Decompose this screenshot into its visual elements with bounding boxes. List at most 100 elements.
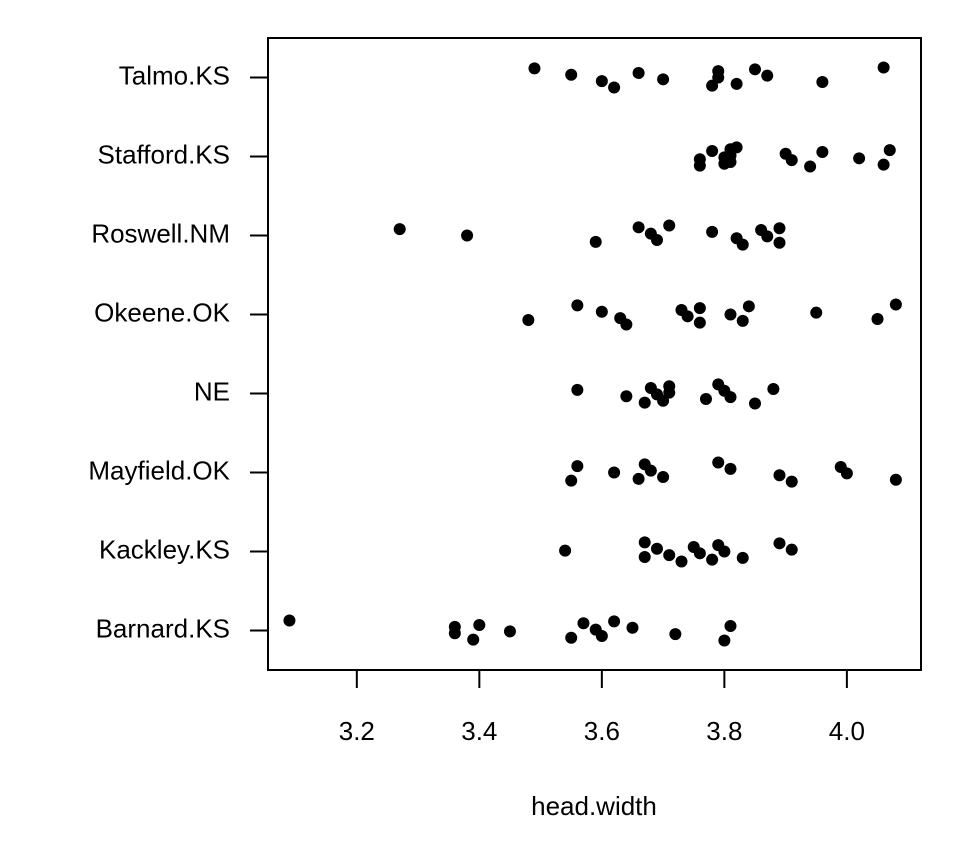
y-tick-label: Stafford.KS	[98, 139, 231, 169]
point	[632, 221, 645, 234]
point	[626, 621, 639, 634]
x-tick-label: 3.4	[461, 716, 497, 746]
point	[871, 313, 884, 326]
point	[620, 390, 633, 403]
point	[571, 383, 584, 396]
point	[681, 310, 694, 323]
y-tick-label: Roswell.NM	[91, 218, 230, 248]
point	[877, 158, 890, 171]
point	[669, 628, 682, 641]
point	[724, 462, 737, 475]
x-tick-label: 4.0	[829, 716, 865, 746]
point	[742, 300, 755, 313]
point	[595, 629, 608, 642]
y-tick-label: Mayfield.OK	[88, 455, 230, 485]
x-tick-label: 3.6	[584, 716, 620, 746]
point	[448, 627, 461, 640]
point	[706, 553, 719, 566]
point	[589, 235, 602, 248]
point	[724, 308, 737, 321]
point	[638, 550, 651, 563]
point	[785, 543, 798, 556]
point	[644, 464, 657, 477]
point	[761, 69, 774, 82]
point	[730, 141, 743, 154]
point	[559, 544, 572, 557]
y-tick-label: Barnard.KS	[96, 613, 230, 643]
point	[718, 545, 731, 558]
x-axis-label: head.width	[531, 791, 657, 821]
point	[632, 472, 645, 485]
y-tick-label: NE	[194, 376, 230, 406]
point	[736, 314, 749, 327]
y-tick-label: Okeene.OK	[94, 297, 231, 327]
point	[693, 302, 706, 315]
point	[467, 633, 480, 646]
point	[853, 152, 866, 165]
point	[712, 456, 725, 469]
point	[748, 63, 761, 76]
point	[773, 537, 786, 550]
point	[608, 466, 621, 479]
point	[608, 81, 621, 94]
point	[785, 475, 798, 488]
point	[663, 219, 676, 232]
point	[595, 305, 608, 318]
y-tick-label: Kackley.KS	[99, 534, 230, 564]
point	[712, 71, 725, 84]
point	[724, 619, 737, 632]
point	[608, 615, 621, 628]
x-tick-label: 3.2	[339, 716, 375, 746]
point	[736, 238, 749, 251]
point	[693, 159, 706, 172]
point	[571, 299, 584, 312]
point	[693, 316, 706, 329]
point	[503, 625, 516, 638]
point	[565, 474, 578, 487]
plot-frame	[267, 37, 922, 671]
point	[773, 222, 786, 235]
point	[706, 145, 719, 158]
point	[883, 144, 896, 157]
point	[620, 318, 633, 331]
point	[724, 155, 737, 168]
point	[663, 549, 676, 562]
point	[595, 75, 608, 88]
point	[657, 394, 670, 407]
point	[877, 61, 890, 74]
point	[748, 397, 761, 410]
point	[699, 392, 712, 405]
point	[706, 225, 719, 238]
point	[693, 547, 706, 560]
point	[804, 160, 817, 173]
point	[522, 313, 535, 326]
point	[565, 631, 578, 644]
point	[650, 542, 663, 555]
point	[840, 467, 853, 480]
point	[773, 469, 786, 482]
point	[657, 471, 670, 484]
point	[283, 614, 296, 627]
point	[675, 555, 688, 568]
point	[638, 536, 651, 549]
point	[528, 62, 541, 75]
point	[706, 79, 719, 92]
point	[461, 229, 474, 242]
point	[571, 460, 584, 473]
point	[650, 234, 663, 247]
point	[810, 306, 823, 319]
point	[663, 386, 676, 399]
point	[393, 223, 406, 236]
point	[889, 298, 902, 311]
x-tick-label: 3.8	[706, 716, 742, 746]
point	[718, 634, 731, 647]
point	[724, 391, 737, 404]
y-tick-label: Talmo.KS	[119, 60, 230, 90]
point	[632, 66, 645, 79]
point	[785, 154, 798, 167]
point	[565, 68, 578, 81]
point	[730, 77, 743, 90]
point	[638, 396, 651, 409]
point	[816, 145, 829, 158]
